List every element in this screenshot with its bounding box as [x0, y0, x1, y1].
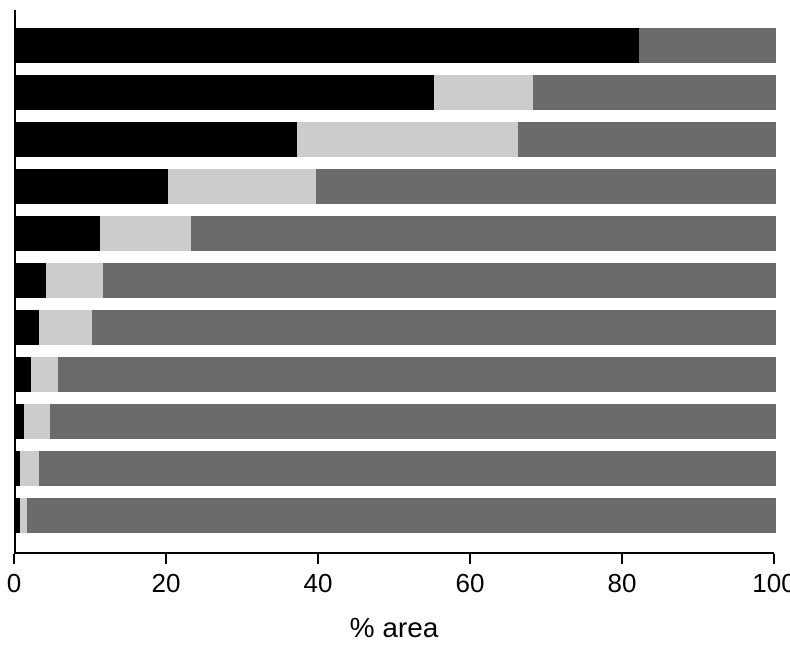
bar-segment: [39, 451, 776, 486]
x-tick: [621, 554, 623, 564]
bar-segment: [533, 75, 776, 110]
bar-segment: [20, 451, 39, 486]
bar-segment: [316, 169, 776, 204]
plot-area: [14, 10, 774, 554]
bar-segment: [92, 310, 776, 345]
bar-segment: [16, 216, 100, 251]
x-tick: [13, 554, 15, 564]
bar-segment: [639, 28, 776, 63]
x-tick-label: 0: [7, 568, 21, 599]
bar-segment: [103, 263, 776, 298]
bar-segment: [16, 357, 31, 392]
x-tick-label: 100: [752, 568, 790, 599]
bar-segment: [31, 357, 58, 392]
bar-segment: [24, 404, 51, 439]
bar-segment: [168, 169, 316, 204]
bar-row: [16, 169, 774, 204]
bar-row: [16, 498, 774, 533]
bar-row: [16, 122, 774, 157]
bar-row: [16, 75, 774, 110]
bar-segment: [16, 169, 168, 204]
x-tick-label: 20: [152, 568, 181, 599]
x-tick: [469, 554, 471, 564]
bar-segment: [100, 216, 191, 251]
bar-row: [16, 451, 774, 486]
bar-segment: [16, 404, 24, 439]
bar-segment: [39, 310, 92, 345]
bar-segment: [50, 404, 776, 439]
bar-segment: [191, 216, 776, 251]
x-tick: [317, 554, 319, 564]
bar-segment: [16, 122, 297, 157]
bar-segment: [16, 263, 46, 298]
x-tick: [773, 554, 775, 564]
bar-segment: [16, 28, 639, 63]
bar-segment: [434, 75, 533, 110]
bar-segment: [518, 122, 776, 157]
bar-row: [16, 263, 774, 298]
x-axis-label: % area: [350, 612, 439, 644]
bar-row: [16, 216, 774, 251]
bar-row: [16, 310, 774, 345]
bar-segment: [58, 357, 776, 392]
stacked-bar-chart: 0 20 40 60 80 100 % area: [0, 0, 790, 669]
bar-row: [16, 357, 774, 392]
bar-row: [16, 404, 774, 439]
bar-segment: [16, 310, 39, 345]
bar-segment: [16, 75, 434, 110]
bar-segment: [20, 498, 28, 533]
x-tick: [165, 554, 167, 564]
bar-row: [16, 28, 774, 63]
bar-segment: [46, 263, 103, 298]
x-tick-label: 40: [304, 568, 333, 599]
bar-segment: [297, 122, 517, 157]
x-tick-label: 80: [608, 568, 637, 599]
x-tick-label: 60: [456, 568, 485, 599]
bar-segment: [27, 498, 776, 533]
